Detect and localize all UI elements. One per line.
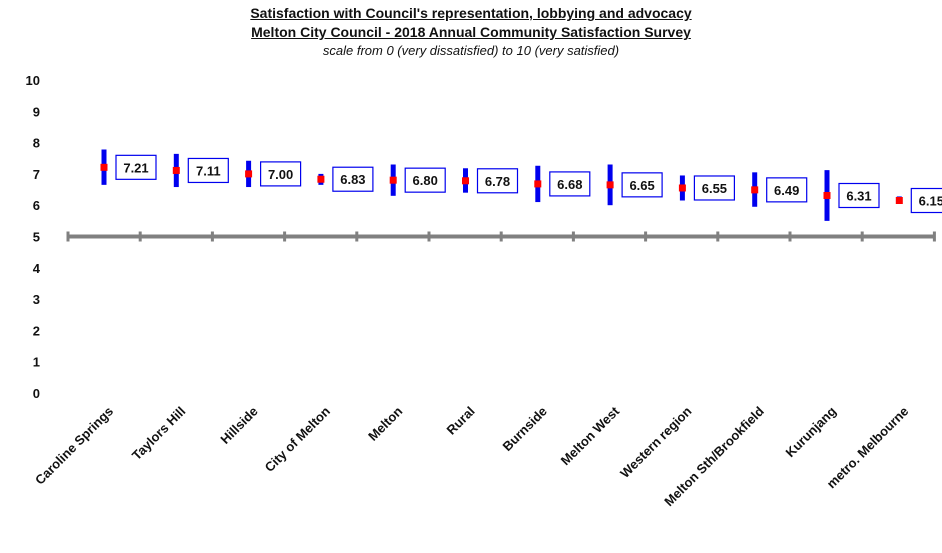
mean-points xyxy=(100,163,903,205)
data-label-box xyxy=(115,154,157,180)
data-label: 6.80 xyxy=(413,173,438,188)
data-label-box xyxy=(476,168,519,194)
x-category-label: Rural xyxy=(444,404,478,438)
chart-note: scale from 0 (very dissatisfied) to 10 (… xyxy=(322,43,620,58)
x-category-label: Kurunjang xyxy=(783,403,840,460)
data-label: 7.21 xyxy=(123,160,148,175)
x-category-label: metro. Melbourne xyxy=(824,404,912,492)
x-category-label: Burnside xyxy=(499,404,549,454)
y-tick-label: 2 xyxy=(33,323,40,338)
data-label: 6.15 xyxy=(919,194,942,209)
chart-titles: Satisfaction with Council's representati… xyxy=(0,4,942,60)
y-tick-label: 4 xyxy=(33,261,41,276)
y-tick-label: 9 xyxy=(33,104,40,119)
chart-subtitle: Melton City Council - 2018 Annual Commun… xyxy=(251,24,691,40)
mean-point xyxy=(389,176,397,184)
x-category-label: Melton xyxy=(365,403,405,443)
mean-point xyxy=(172,166,180,174)
data-label: 6.83 xyxy=(340,172,365,187)
mean-point xyxy=(823,191,831,199)
data-label: 7.00 xyxy=(268,167,293,182)
reference-line-group xyxy=(66,231,936,242)
data-label: 7.11 xyxy=(196,163,221,178)
data-label-box xyxy=(187,157,229,184)
data-label-box xyxy=(693,175,736,201)
mean-point xyxy=(245,170,253,178)
data-label-box xyxy=(332,166,374,192)
mean-point xyxy=(534,180,542,188)
y-tick-label: 1 xyxy=(33,355,40,370)
x-category-label: City of Melton xyxy=(262,403,333,474)
data-label: 6.68 xyxy=(557,177,582,192)
data-label: 6.49 xyxy=(774,183,799,198)
mean-point xyxy=(895,197,903,205)
y-tick-label: 0 xyxy=(33,386,40,401)
data-label: 6.78 xyxy=(485,174,510,189)
data-label-box xyxy=(621,172,663,198)
y-tick-label: 10 xyxy=(26,73,40,88)
y-tick-label: 5 xyxy=(33,230,40,245)
y-tick-label: 6 xyxy=(33,198,40,213)
mean-point xyxy=(100,163,108,171)
data-labels: 7.21 7.11 7.00 6.83 6.80 6.78 6.68 6.65 6.55 6.49… xyxy=(115,154,942,214)
data-label-box xyxy=(260,161,302,187)
y-tick-label: 8 xyxy=(33,136,40,151)
mean-point xyxy=(462,177,469,185)
x-category-label: Hillside xyxy=(217,404,260,447)
mean-point xyxy=(606,181,614,189)
x-category-label: Western region xyxy=(617,403,694,480)
y-tick-label: 7 xyxy=(33,167,40,182)
y-axis-labels: 0 1 2 3 4 5 6 7 8 9 10 xyxy=(26,73,41,401)
data-label-box xyxy=(838,182,880,209)
mean-point xyxy=(678,184,686,192)
mean-point xyxy=(751,186,759,194)
x-category-label: Taylors Hill xyxy=(129,404,188,463)
x-category-label: Caroline Springs xyxy=(32,404,116,488)
x-category-label: Melton West xyxy=(558,403,623,468)
data-label-box xyxy=(404,167,446,193)
data-label: 6.65 xyxy=(629,178,654,193)
data-label-box xyxy=(910,187,942,214)
x-axis-labels: Caroline Springs Taylors Hill Hillside City… xyxy=(32,403,911,509)
data-label-box xyxy=(549,171,591,197)
data-label-box xyxy=(766,177,808,203)
data-label: 6.31 xyxy=(846,188,871,203)
chart-title: Satisfaction with Council's representati… xyxy=(250,5,692,21)
mean-point xyxy=(317,175,325,183)
data-label: 6.55 xyxy=(702,181,727,196)
y-tick-label: 3 xyxy=(33,292,40,307)
